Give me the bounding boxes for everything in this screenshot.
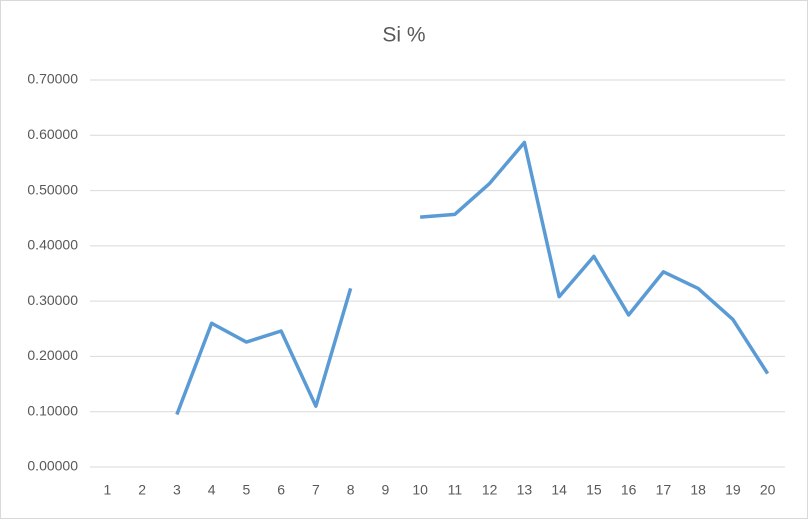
- x-tick-label: 7: [312, 482, 320, 498]
- x-tick-label: 9: [381, 482, 389, 498]
- x-tick-label: 11: [448, 482, 463, 498]
- y-tick-label: 0.20000: [27, 347, 78, 363]
- x-tick-label: 17: [656, 482, 672, 498]
- x-tick-label: 12: [482, 482, 498, 498]
- x-tick-label: 13: [517, 482, 533, 498]
- y-tick-label: 0.40000: [27, 237, 78, 253]
- x-tick-label: 10: [412, 482, 428, 498]
- x-tick-label: 1: [103, 482, 111, 498]
- y-tick-label: 0.50000: [27, 181, 78, 197]
- x-tick-label: 15: [586, 482, 602, 498]
- x-tick-label: 3: [173, 482, 181, 498]
- x-tick-label: 6: [277, 482, 285, 498]
- x-tick-label: 2: [138, 482, 146, 498]
- x-tick-label: 5: [242, 482, 250, 498]
- x-tick-label: 16: [621, 482, 637, 498]
- x-tick-label: 19: [725, 482, 741, 498]
- x-tick-label: 4: [208, 482, 216, 498]
- x-tick-label: 18: [690, 482, 706, 498]
- data-line: [175, 140, 770, 416]
- y-tick-label: 0.00000: [27, 458, 78, 474]
- chart-title: Si %: [382, 24, 425, 47]
- y-tick-label: 0.60000: [27, 126, 78, 142]
- y-tick-label: 0.10000: [27, 402, 78, 418]
- x-tick-label: 20: [760, 482, 776, 498]
- x-tick-label: 8: [347, 482, 355, 498]
- y-tick-label: 0.70000: [27, 71, 78, 87]
- x-tick-label: 14: [551, 482, 567, 498]
- y-tick-label: 0.30000: [27, 292, 78, 308]
